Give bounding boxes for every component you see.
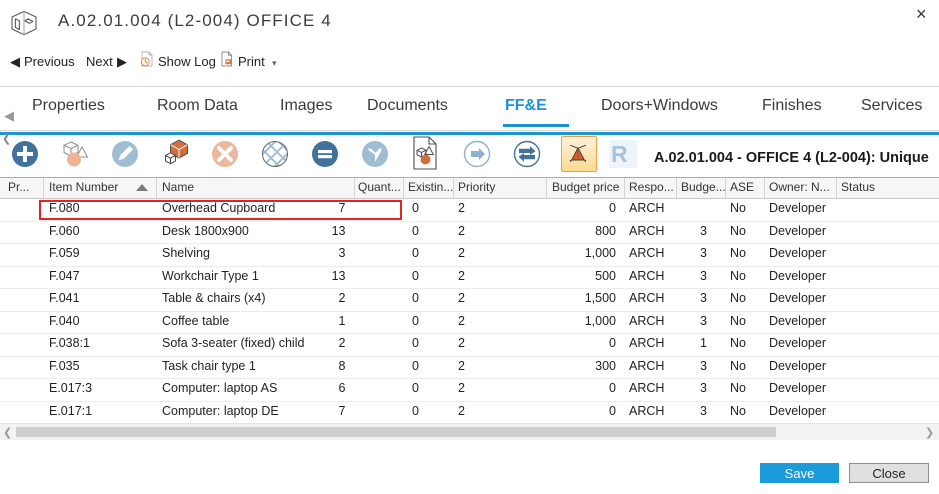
- svg-text:R: R: [611, 141, 628, 167]
